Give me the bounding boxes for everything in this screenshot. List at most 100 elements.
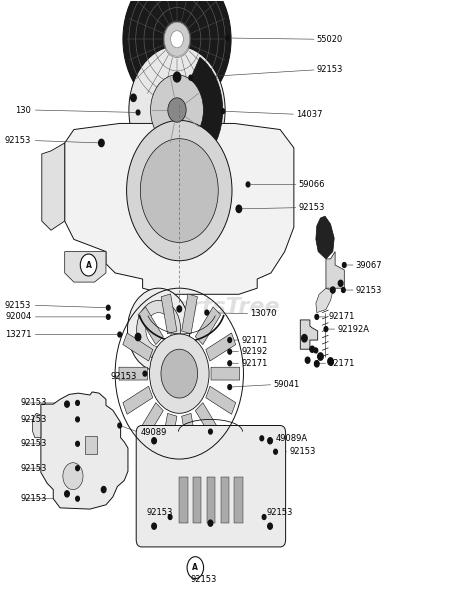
Circle shape bbox=[314, 361, 319, 367]
Circle shape bbox=[168, 98, 186, 122]
Circle shape bbox=[149, 334, 209, 413]
Circle shape bbox=[205, 310, 209, 315]
Text: 59066: 59066 bbox=[299, 180, 325, 189]
Circle shape bbox=[76, 466, 79, 471]
Circle shape bbox=[209, 429, 212, 434]
Circle shape bbox=[99, 139, 104, 147]
Circle shape bbox=[342, 287, 345, 292]
Circle shape bbox=[152, 438, 156, 444]
Circle shape bbox=[129, 46, 225, 174]
Circle shape bbox=[151, 75, 203, 145]
Text: 92171: 92171 bbox=[241, 335, 267, 345]
Circle shape bbox=[76, 417, 79, 422]
Circle shape bbox=[228, 349, 231, 354]
Text: 92153: 92153 bbox=[20, 398, 46, 408]
Polygon shape bbox=[119, 367, 147, 380]
Circle shape bbox=[314, 348, 318, 353]
Text: 13070: 13070 bbox=[250, 310, 277, 318]
Polygon shape bbox=[195, 307, 221, 345]
Text: 55020: 55020 bbox=[317, 35, 343, 44]
Circle shape bbox=[262, 514, 266, 519]
Text: 92171: 92171 bbox=[241, 359, 267, 368]
Bar bbox=[234, 478, 243, 523]
Circle shape bbox=[107, 305, 110, 310]
Bar bbox=[193, 478, 201, 523]
Circle shape bbox=[310, 346, 314, 352]
Text: 92153: 92153 bbox=[266, 508, 293, 517]
Text: 92153: 92153 bbox=[5, 301, 31, 310]
Text: 92153: 92153 bbox=[5, 136, 31, 145]
Polygon shape bbox=[161, 294, 177, 334]
Polygon shape bbox=[161, 413, 177, 454]
Text: 92004: 92004 bbox=[5, 313, 31, 321]
Circle shape bbox=[328, 358, 333, 365]
Circle shape bbox=[128, 288, 190, 371]
Circle shape bbox=[330, 287, 335, 293]
Text: 49089: 49089 bbox=[140, 428, 167, 437]
Circle shape bbox=[140, 139, 218, 242]
Circle shape bbox=[118, 423, 121, 428]
Text: 92192: 92192 bbox=[241, 347, 267, 356]
Circle shape bbox=[338, 280, 343, 286]
Text: 92153: 92153 bbox=[20, 440, 46, 448]
Text: 92171: 92171 bbox=[328, 359, 355, 368]
Polygon shape bbox=[211, 367, 239, 380]
Circle shape bbox=[107, 314, 110, 319]
Text: 92153: 92153 bbox=[299, 203, 325, 212]
Text: 92153: 92153 bbox=[289, 447, 316, 456]
Text: A: A bbox=[86, 261, 91, 270]
Bar bbox=[85, 436, 97, 454]
Polygon shape bbox=[182, 294, 198, 334]
Text: 59041: 59041 bbox=[273, 380, 300, 389]
Circle shape bbox=[315, 314, 319, 319]
Circle shape bbox=[228, 361, 231, 366]
Text: A: A bbox=[192, 563, 198, 572]
Circle shape bbox=[65, 401, 69, 407]
Circle shape bbox=[221, 109, 225, 113]
Circle shape bbox=[135, 333, 141, 341]
Circle shape bbox=[65, 491, 69, 497]
Circle shape bbox=[189, 75, 192, 80]
Text: 92153: 92153 bbox=[317, 65, 343, 74]
Polygon shape bbox=[326, 251, 344, 288]
Text: 13271: 13271 bbox=[5, 330, 31, 339]
Circle shape bbox=[80, 254, 97, 276]
Polygon shape bbox=[138, 403, 163, 440]
Text: 39067: 39067 bbox=[356, 261, 383, 270]
Polygon shape bbox=[316, 288, 333, 313]
Circle shape bbox=[143, 371, 147, 376]
Text: 92171: 92171 bbox=[328, 313, 355, 321]
Circle shape bbox=[100, 140, 103, 145]
Polygon shape bbox=[301, 320, 318, 349]
Circle shape bbox=[173, 72, 181, 82]
Circle shape bbox=[193, 568, 197, 573]
Polygon shape bbox=[182, 413, 198, 454]
Circle shape bbox=[63, 463, 83, 490]
Circle shape bbox=[228, 384, 231, 389]
Text: 92153: 92153 bbox=[191, 576, 217, 584]
Circle shape bbox=[131, 94, 136, 102]
Text: 92153: 92153 bbox=[20, 463, 46, 473]
Circle shape bbox=[146, 313, 172, 347]
Circle shape bbox=[136, 110, 140, 115]
Circle shape bbox=[226, 36, 229, 40]
Circle shape bbox=[315, 361, 319, 366]
Circle shape bbox=[118, 332, 121, 337]
Text: 49089A: 49089A bbox=[275, 434, 308, 443]
Circle shape bbox=[236, 205, 242, 213]
Circle shape bbox=[301, 335, 307, 342]
Circle shape bbox=[268, 523, 273, 529]
Text: 92153: 92153 bbox=[356, 286, 382, 294]
Circle shape bbox=[101, 487, 106, 493]
Polygon shape bbox=[206, 333, 236, 361]
Wedge shape bbox=[177, 57, 223, 162]
Circle shape bbox=[76, 441, 79, 446]
Circle shape bbox=[273, 449, 277, 454]
Circle shape bbox=[152, 523, 156, 529]
Text: 14037: 14037 bbox=[296, 110, 323, 119]
FancyBboxPatch shape bbox=[136, 425, 286, 547]
Circle shape bbox=[76, 400, 79, 405]
Text: 92192A: 92192A bbox=[337, 324, 369, 333]
Circle shape bbox=[187, 557, 203, 579]
Circle shape bbox=[164, 22, 190, 56]
